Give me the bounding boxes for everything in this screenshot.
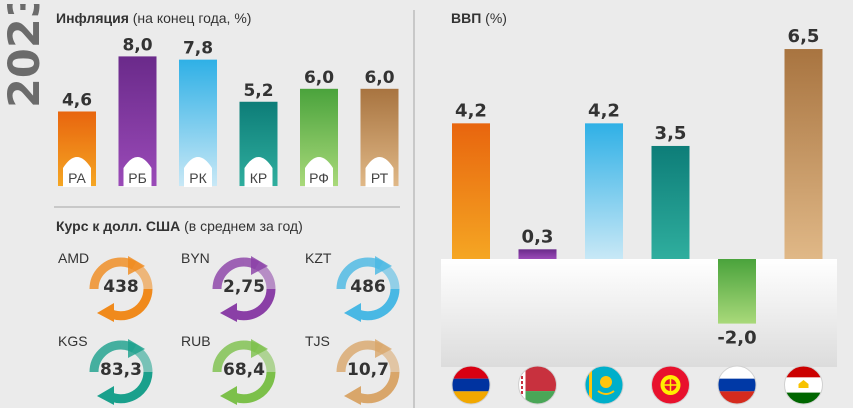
inflation-value-label: 7,8 [183, 39, 213, 59]
inflation-value-label: 6,0 [364, 68, 394, 88]
kazakhstan-flag [584, 365, 624, 405]
gdp-bar [518, 249, 557, 259]
inflation-category-label: РБ [128, 170, 147, 186]
inflation-category-label: РФ [309, 170, 329, 186]
rate-value: 10,7 [347, 360, 389, 380]
inflation-label-tab [365, 157, 394, 187]
cycle-arrows-icon [89, 256, 153, 322]
rate-value: 438 [103, 277, 139, 297]
gdp-value-label: -2,0 [717, 328, 756, 349]
cycle-arrows-icon [336, 339, 400, 405]
inflation-label-tab [184, 157, 212, 187]
currency-code: RUB [181, 333, 211, 349]
inflation-label-tab [244, 157, 273, 187]
gdp-value-label: 6,5 [788, 26, 820, 47]
tajikistan-flag [784, 365, 823, 405]
rate-value: 68,4 [223, 360, 265, 380]
rate-item-amd: AMD 438 [58, 250, 188, 330]
currency-code: TJS [305, 333, 330, 349]
rate-value: 486 [350, 277, 386, 297]
inflation-category-label: РТ [371, 170, 389, 186]
rate-item-kgs: KGS 83,3 [58, 333, 188, 408]
currency-code: BYN [181, 250, 210, 266]
gdp-value-label: 0,3 [522, 226, 554, 247]
inflation-value-label: 5,2 [243, 81, 273, 101]
rate-value: 83,3 [100, 360, 142, 380]
year-label: 2023 [0, 4, 46, 108]
gdp-value-label: 4,2 [455, 100, 487, 121]
armenia-flag [451, 365, 491, 405]
exchange-title: Курс к долл. США (в среднем за год) [56, 218, 303, 234]
inflation-label-tab [305, 157, 333, 187]
kyrgyzstan-flag [651, 365, 690, 405]
gdp-bar [651, 145, 690, 259]
gdp-bar [784, 49, 823, 259]
rate-item-tjs: TJS 10,7 [305, 333, 435, 408]
cycle-arrows-icon [212, 256, 276, 322]
gdp-bar [452, 123, 490, 259]
cycle-arrows-icon [336, 256, 400, 322]
gdp-title: ВВП (%) [451, 10, 507, 26]
negative-zone-band [441, 259, 837, 367]
inflation-title: Инфляция (на конец года, %) [56, 10, 252, 26]
horizontal-divider [54, 206, 400, 208]
svg-text:2023: 2023 [0, 4, 46, 108]
inflation-chart: 4,6 РА 8,0 РБ 7,8 РК 5,2 КР 6,0 РФ 6,0 РТ [58, 35, 399, 187]
gdp-value-label: 4,2 [588, 100, 620, 121]
gdp-bar [585, 123, 623, 259]
rate-item-byn: BYN 2,75 [181, 250, 311, 330]
rate-value: 2,75 [223, 277, 265, 297]
russia-flag [717, 365, 757, 405]
inflation-value-label: 4,6 [62, 90, 92, 110]
cycle-arrows-icon [212, 339, 276, 405]
currency-code: KZT [305, 250, 332, 266]
vertical-divider [413, 10, 415, 408]
inflation-category-label: КР [250, 170, 268, 186]
inflation-value-label: 8,0 [122, 35, 152, 55]
gdp-bar [718, 259, 756, 324]
rate-item-rub: RUB 68,4 [181, 333, 311, 408]
cycle-arrows-icon [89, 339, 153, 405]
rate-item-kzt: KZT 486 [305, 250, 435, 330]
currency-code: AMD [58, 250, 90, 266]
inflation-value-label: 6,0 [304, 68, 334, 88]
gdp-chart: 4,2 0,3 4,2 3,5 -2,0 6,5 [441, 26, 837, 405]
belarus-flag [518, 365, 557, 405]
inflation-category-label: РК [189, 170, 207, 186]
gdp-value-label: 3,5 [655, 123, 687, 144]
currency-code: KGS [58, 333, 88, 349]
inflation-category-label: РА [68, 170, 86, 186]
inflation-label-tab [63, 157, 91, 187]
inflation-label-tab [123, 157, 152, 187]
